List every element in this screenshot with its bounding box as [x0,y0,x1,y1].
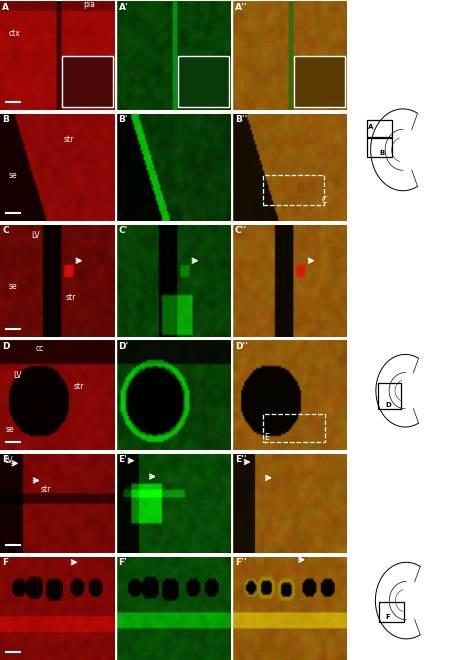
Text: cc: cc [36,344,44,353]
Text: C: C [321,195,327,205]
Text: C'': C'' [235,226,247,236]
Text: str: str [40,484,51,494]
Text: D: D [2,342,10,351]
Text: C': C' [118,226,128,236]
Text: D': D' [118,342,129,351]
Text: C: C [2,226,9,236]
Text: D'': D'' [235,342,247,351]
Bar [367,120,392,137]
Text: pia: pia [83,0,95,9]
Text: B': B' [118,115,128,125]
Bar [263,414,325,442]
Bar [378,383,401,409]
Text: B: B [2,115,9,125]
Text: A: A [368,124,373,130]
Text: LV: LV [31,230,39,240]
Text: B'': B'' [235,115,247,125]
Bar [367,138,392,157]
Text: str: str [65,293,76,302]
Text: F': F' [118,558,128,568]
Text: E: E [264,433,269,442]
Text: E: E [2,455,9,465]
Bar [178,56,229,107]
Text: se: se [9,171,17,180]
Bar [263,175,324,205]
Text: E': E' [118,455,128,465]
Text: LV: LV [13,371,22,380]
Bar [62,56,113,107]
Text: D: D [385,402,391,408]
Bar [348,0,474,660]
Text: F: F [385,614,390,620]
Text: str: str [64,135,74,144]
Text: A': A' [118,3,128,13]
Bar [379,602,404,622]
Text: se: se [9,282,17,291]
Text: LV: LV [5,456,13,465]
Text: ctx: ctx [9,29,20,38]
Text: se: se [6,425,14,434]
Text: F'': F'' [235,558,246,568]
Text: B: B [379,150,384,156]
Bar [294,56,345,107]
Text: A: A [2,3,9,13]
Text: str: str [73,382,84,391]
Text: A'': A'' [235,3,247,13]
Text: F: F [2,558,9,568]
Text: E'': E'' [235,455,246,465]
